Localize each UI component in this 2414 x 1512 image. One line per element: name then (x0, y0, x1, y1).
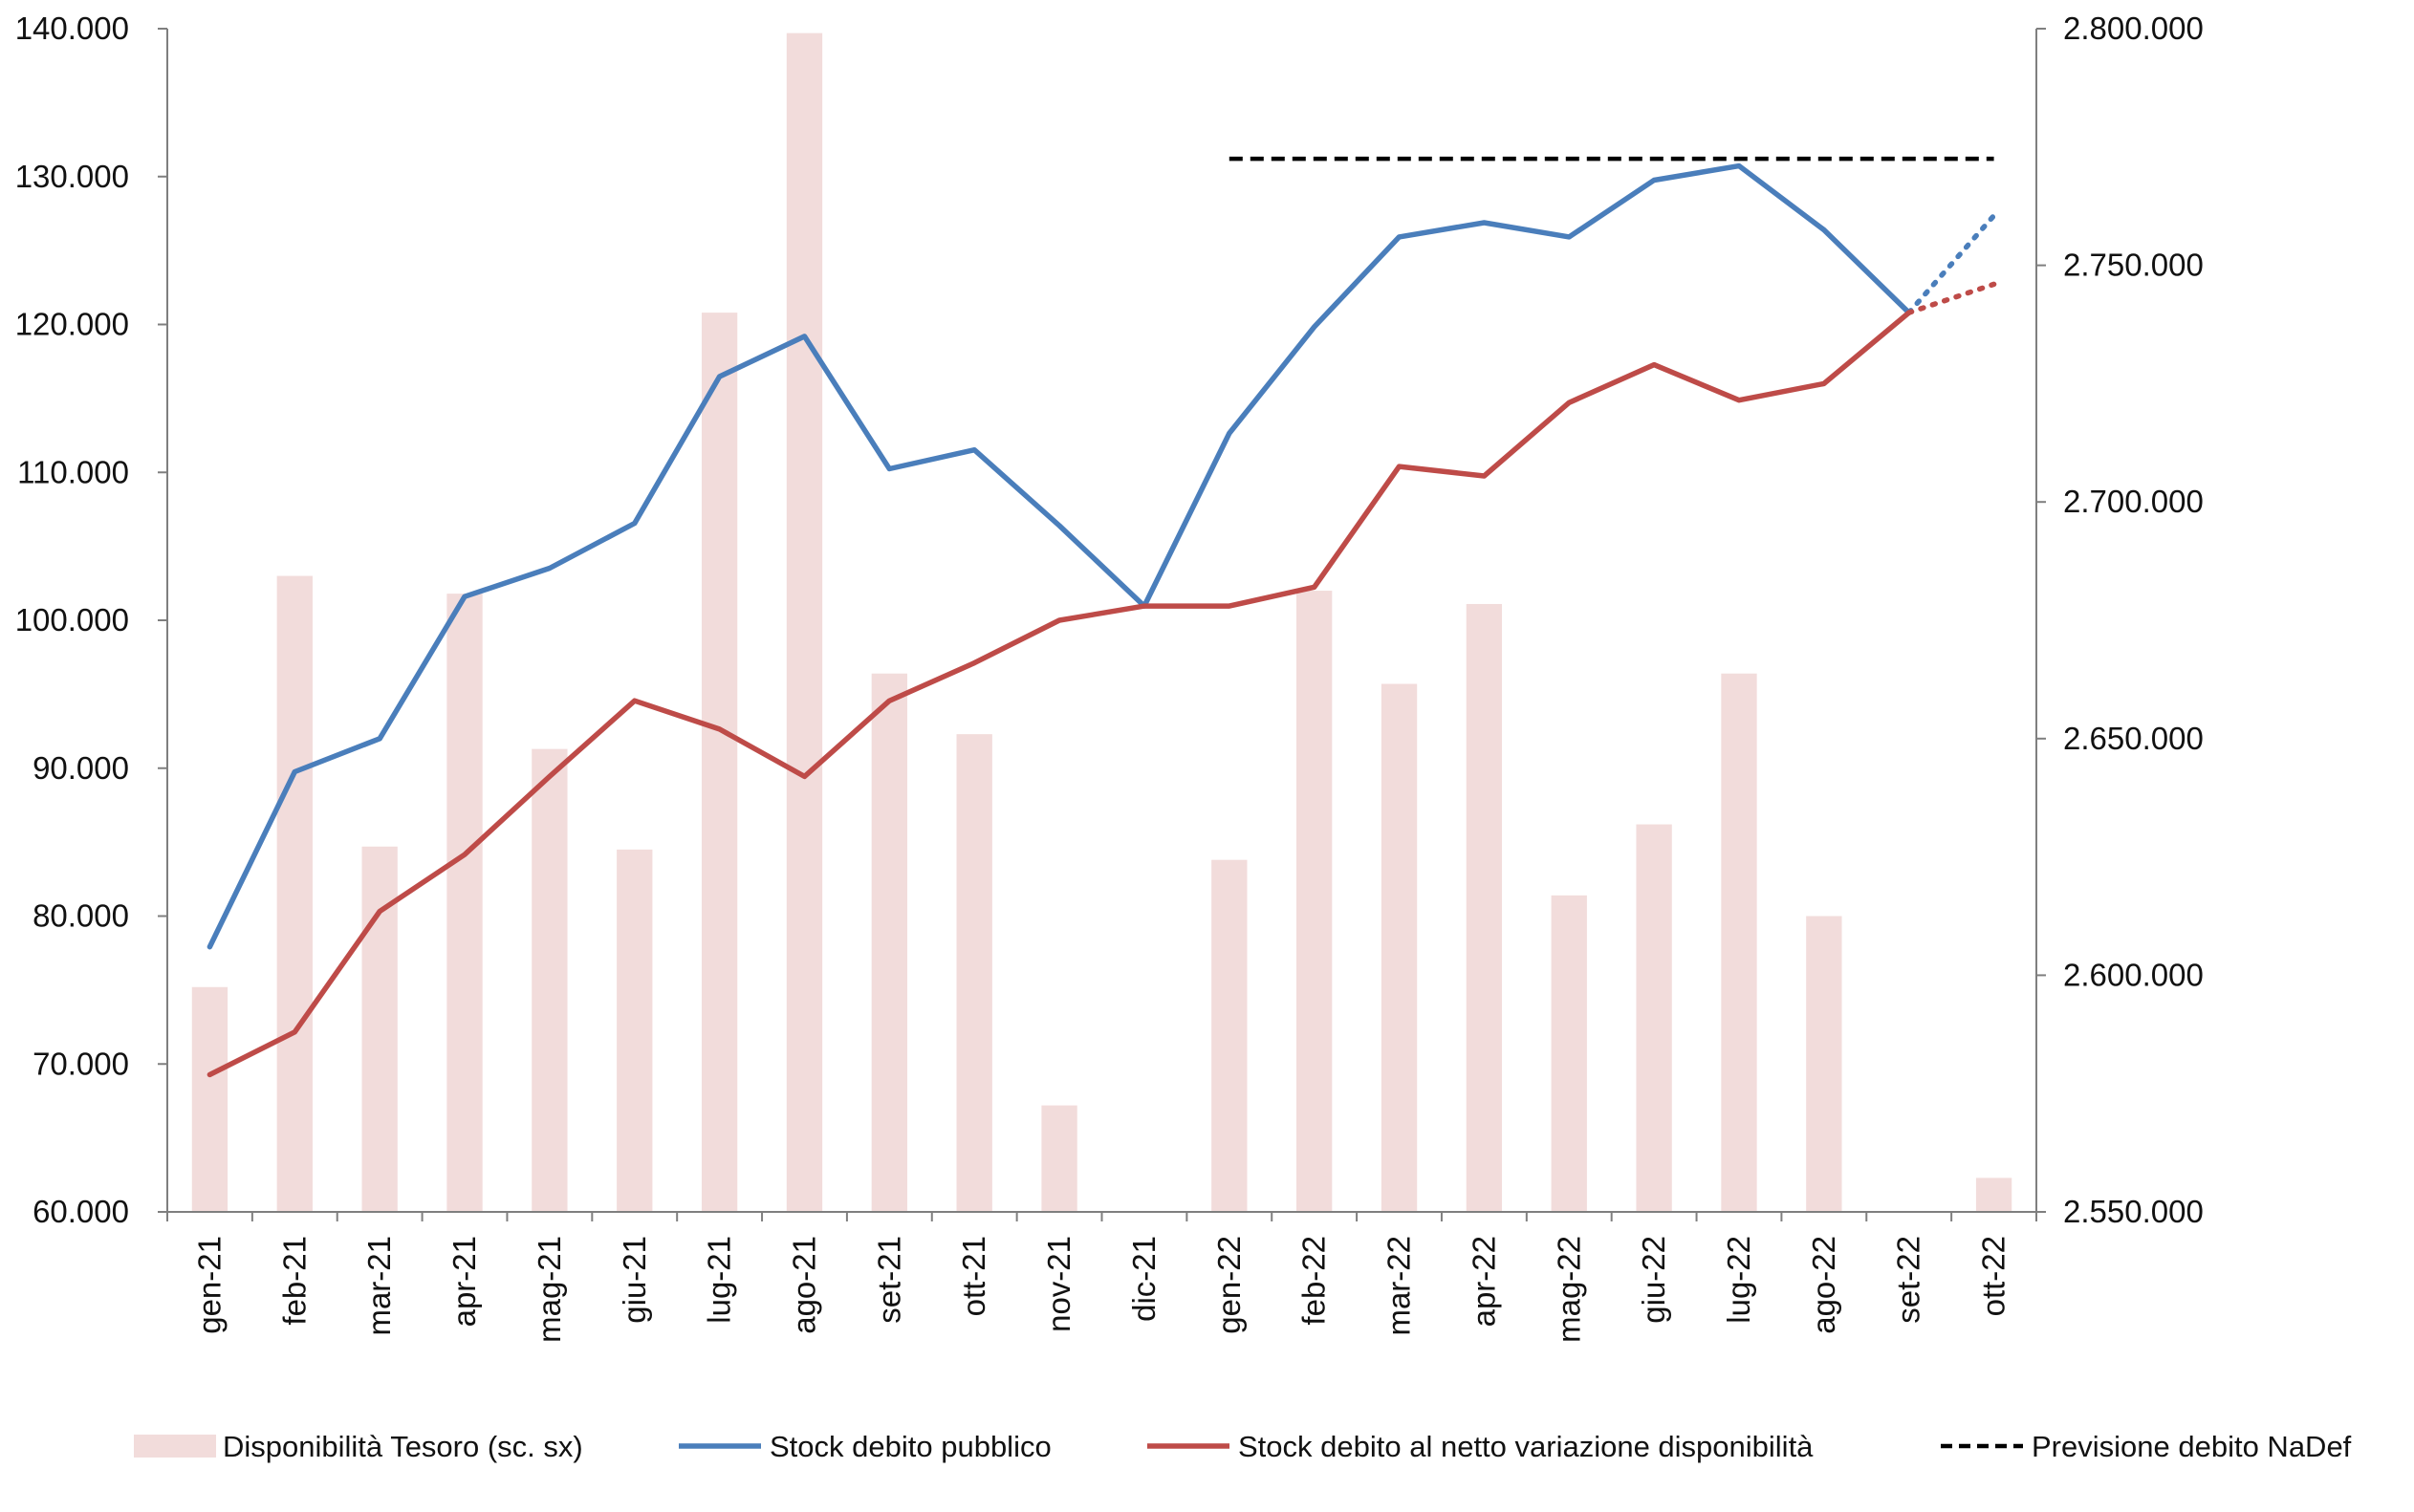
line-stock-debito-netto-projection (1905, 212, 1997, 315)
x-tick-label-lug-21: lug-21 (702, 1236, 737, 1324)
bars-layer (191, 32, 2012, 1213)
ticks-layer: 60.000 70.000 80.000 90.000 100.000 110.000 12… (15, 11, 2204, 1343)
bar-mar-22 (1381, 683, 1418, 1212)
bar-ott-21 (956, 734, 992, 1212)
bar-feb-21 (276, 575, 313, 1212)
bar-ago-22 (1806, 916, 1842, 1212)
x-tick-label-feb-22: feb-22 (1296, 1236, 1332, 1326)
left-tick-label: 110.000 (17, 454, 129, 489)
x-tick-label-dic-21: dic-21 (1126, 1236, 1162, 1322)
x-tick-label-ott-21: ott-21 (956, 1236, 991, 1316)
legend-label: Disponibilità Tesoro (sc. sx) (223, 1430, 583, 1463)
x-tick-label-ago-22: ago-22 (1806, 1236, 1841, 1334)
legend-label: Stock debito al netto variazione disponi… (1238, 1430, 1814, 1463)
x-tick-label-lug-22: lug-22 (1721, 1236, 1756, 1324)
bar-gen-22 (1211, 859, 1248, 1212)
x-tick-label-nov-21: nov-21 (1041, 1236, 1077, 1332)
x-tick-label-apr-21: apr-21 (446, 1236, 482, 1327)
legend-swatch-bar (134, 1435, 216, 1458)
line-stock-debito-pubblico-projection (1905, 281, 1997, 315)
lines-layer (207, 156, 1997, 1078)
bar-gen-21 (191, 986, 228, 1212)
bar-mag-22 (1551, 895, 1587, 1212)
bar-giu-22 (1636, 824, 1672, 1212)
line-stock-debito-netto (207, 162, 1912, 950)
x-tick-label-ott-22: ott-22 (1976, 1236, 2012, 1316)
bar-feb-22 (1295, 591, 1333, 1212)
bar-lug-21 (701, 313, 738, 1212)
x-tick-label-feb-21: feb-21 (276, 1236, 312, 1326)
left-tick-label: 140.000 (15, 11, 129, 46)
left-tick-label: 70.000 (33, 1046, 129, 1081)
right-tick-label: 2.650.000 (2063, 721, 2204, 756)
right-tick-label: 2.550.000 (2063, 1194, 2204, 1229)
left-tick-label: 60.000 (33, 1194, 129, 1229)
bar-set-21 (871, 673, 908, 1212)
legend-label: Previsione debito NaDef (2032, 1430, 2352, 1463)
left-tick-label: 100.000 (15, 602, 129, 637)
right-tick-label: 2.800.000 (2063, 11, 2204, 46)
bar-ago-21 (786, 32, 823, 1213)
left-tick-label: 80.000 (33, 898, 129, 934)
x-tick-label-giu-21: giu-21 (617, 1236, 652, 1324)
x-tick-label-mag-21: mag-21 (532, 1236, 567, 1343)
x-tick-label-ago-21: ago-21 (786, 1236, 821, 1334)
bar-giu-21 (617, 849, 653, 1212)
right-tick-label: 2.700.000 (2063, 484, 2204, 519)
x-tick-label-set-22: set-22 (1891, 1236, 1926, 1324)
x-tick-label-gen-21: gen-21 (191, 1236, 227, 1334)
left-tick-label: 120.000 (15, 307, 129, 342)
x-tick-label-gen-22: gen-22 (1211, 1236, 1247, 1334)
right-tick-label: 2.750.000 (2063, 248, 2204, 283)
bar-apr-21 (446, 594, 483, 1212)
legend: Disponibilità Tesoro (sc. sx) Stock debit… (134, 1430, 2352, 1463)
bar-lug-22 (1721, 673, 1757, 1212)
line-stock-debito-pubblico (207, 310, 1912, 1078)
left-tick-label: 130.000 (15, 159, 129, 194)
bar-apr-22 (1466, 603, 1503, 1212)
bar-mag-21 (532, 748, 568, 1212)
x-tick-label-mar-22: mar-22 (1381, 1236, 1417, 1336)
bar-nov-21 (1041, 1105, 1077, 1212)
x-tick-label-set-21: set-21 (871, 1236, 906, 1324)
x-tick-label-giu-22: giu-22 (1636, 1236, 1671, 1324)
bar-mar-21 (361, 846, 398, 1212)
x-tick-label-apr-22: apr-22 (1466, 1236, 1501, 1327)
bar-ott-22 (1975, 1177, 2012, 1212)
right-tick-label: 2.600.000 (2063, 957, 2204, 992)
x-tick-label-mar-21: mar-21 (361, 1236, 397, 1336)
left-tick-label: 90.000 (33, 750, 129, 786)
x-tick-label-mag-22: mag-22 (1551, 1236, 1586, 1343)
legend-label: Stock debito pubblico (770, 1430, 1052, 1463)
